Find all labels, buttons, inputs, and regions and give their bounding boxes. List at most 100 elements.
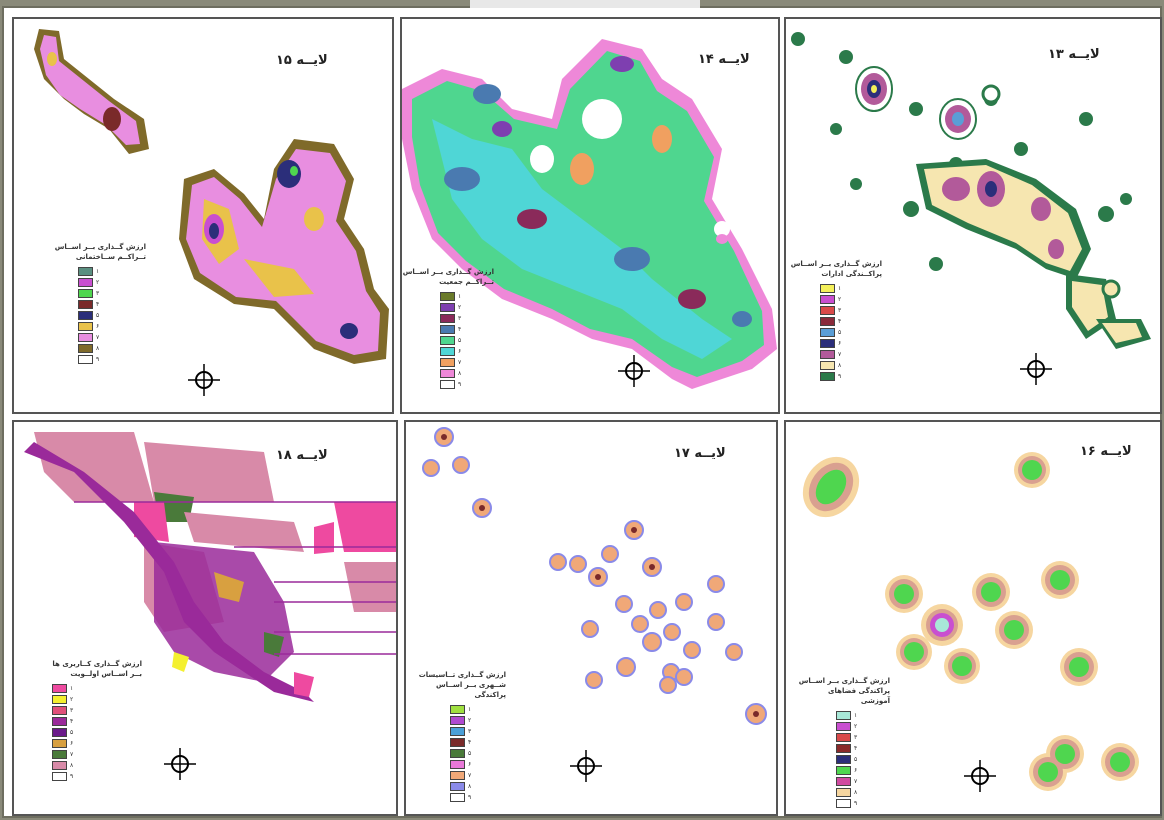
hotspot-cluster-2 <box>179 139 389 364</box>
legend-label: ۷ <box>468 772 472 779</box>
legend-title: ارزش گــذاری بــر اســاس تــراکــم جمعیت <box>402 268 494 286</box>
legend: ارزش گــذاری تــاسیسات شــهری بــر اســا… <box>414 670 506 803</box>
legend-swatch <box>52 750 67 759</box>
legend-item: ۶ <box>820 338 882 349</box>
map-layer-14 <box>402 39 777 389</box>
legend-item: ۴ <box>450 737 506 748</box>
legend-item: ۳ <box>820 305 882 316</box>
legend-label: ۱ <box>838 285 842 292</box>
legend-swatch <box>78 278 93 287</box>
legend-label: ۷ <box>854 778 858 785</box>
legend-label: ۲ <box>468 717 472 724</box>
legend-label: ۴ <box>468 739 472 746</box>
legend-swatch <box>52 772 67 781</box>
legend-swatch <box>820 295 835 304</box>
legend-item: ۲ <box>836 721 890 732</box>
legend-label: ۹ <box>854 800 858 807</box>
legend-swatch <box>820 306 835 315</box>
legend-item: ۸ <box>78 343 146 354</box>
legend-label: ۴ <box>96 301 100 308</box>
hotspot-cluster-1 <box>34 29 149 154</box>
legend-label: ۷ <box>70 751 74 758</box>
legend-swatch <box>450 705 465 714</box>
office-cluster-south <box>981 84 1151 349</box>
legend-item: ۹ <box>450 792 506 803</box>
legend-swatch <box>836 799 851 808</box>
legend-label: ۱ <box>96 268 100 275</box>
legend-item: ۴ <box>78 299 146 310</box>
legend: ارزش گــذاری بــر اســاس پراکندگی فضاهای… <box>798 676 890 809</box>
legend-label: ۸ <box>854 789 858 796</box>
legend-item: ۴ <box>820 316 882 327</box>
legend-title: ارزش گــذاری تــاسیسات شــهری بــر اســا… <box>418 671 506 699</box>
north-arrow-icon <box>164 748 196 780</box>
legend-label: ۴ <box>458 326 462 333</box>
legend-label: ۵ <box>468 750 472 757</box>
legend-swatch <box>440 336 455 345</box>
legend-swatch <box>440 369 455 378</box>
legend-swatch <box>440 303 455 312</box>
legend-item: ۱ <box>836 710 890 721</box>
map-layer-18 <box>24 432 396 702</box>
legend-swatch <box>820 284 835 293</box>
legend-item: ۶ <box>440 346 494 357</box>
legend-label: ۱ <box>70 685 74 692</box>
north-arrow-icon <box>570 750 602 782</box>
legend-label: ۲ <box>838 296 842 303</box>
legend: ارزش گــذاری کــاربری ها بــر اســاس اول… <box>50 659 142 782</box>
legend-item: ۱ <box>78 266 146 277</box>
panel-layer-18: لایــه ۱۸ ارزش گــذاری کــاربری ها بــر … <box>12 420 398 816</box>
legend-label: ۱ <box>458 293 462 300</box>
legend-swatch <box>78 344 93 353</box>
legend-swatch <box>78 300 93 309</box>
legend-swatch <box>52 728 67 737</box>
layer-title: لایــه ۱۷ <box>674 446 726 461</box>
legend-swatch <box>78 311 93 320</box>
legend-swatch <box>78 333 93 342</box>
legend-label: ۱ <box>468 706 472 713</box>
school-zones <box>802 452 1139 791</box>
legend-label: ۵ <box>854 756 858 763</box>
legend-swatch <box>52 739 67 748</box>
legend-label: ۵ <box>96 312 100 319</box>
legend-label: ۲ <box>458 304 462 311</box>
legend-swatch <box>78 355 93 364</box>
office-cluster-main <box>916 159 1091 279</box>
legend-label: ۲ <box>70 696 74 703</box>
legend-label: ۶ <box>96 323 100 330</box>
legend-item: ۳ <box>836 732 890 743</box>
layer-title: لایــه ۱۶ <box>1080 444 1132 459</box>
legend-swatch <box>836 755 851 764</box>
legend-items: ۱ ۲ ۳ ۴ ۵ ۶ ۷ ۸ ۹ <box>440 291 494 390</box>
legend-swatch <box>440 380 455 389</box>
legend-item: ۸ <box>836 787 890 798</box>
legend-swatch <box>440 325 455 334</box>
legend-swatch <box>820 372 835 381</box>
legend-label: ۹ <box>458 381 462 388</box>
legend-item: ۹ <box>52 771 142 782</box>
legend-swatch <box>836 766 851 775</box>
legend-label: ۶ <box>838 340 842 347</box>
legend-title: ارزش گــذاری بــر اســاس پراکــندگی ادار… <box>790 260 882 278</box>
panel-layer-16: لایــه ۱۶ ارزش گــذاری بــر اســاس پراکن… <box>784 420 1162 816</box>
legend-swatch <box>820 350 835 359</box>
legend-item: ۹ <box>820 371 882 382</box>
office-cluster-2 <box>939 98 977 140</box>
legend-item: ۳ <box>440 313 494 324</box>
panel-layer-17: لایــه ۱۷ ارزش گــذاری تــاسیسات شــهری … <box>404 420 778 816</box>
legend-item: ۶ <box>52 738 142 749</box>
legend-label: ۷ <box>458 359 462 366</box>
office-cluster-1 <box>855 66 893 112</box>
legend-swatch <box>440 358 455 367</box>
legend-label: ۹ <box>70 773 74 780</box>
boundary-lines <box>74 501 396 655</box>
facility-points <box>422 427 767 725</box>
legend-label: ۲ <box>854 723 858 730</box>
legend-swatch <box>52 717 67 726</box>
legend-swatch <box>450 782 465 791</box>
legend-swatch <box>450 716 465 725</box>
legend-label: ۴ <box>854 745 858 752</box>
legend-item: ۵ <box>52 727 142 738</box>
legend-item: ۱ <box>450 704 506 715</box>
legend-label: ۹ <box>468 794 472 801</box>
